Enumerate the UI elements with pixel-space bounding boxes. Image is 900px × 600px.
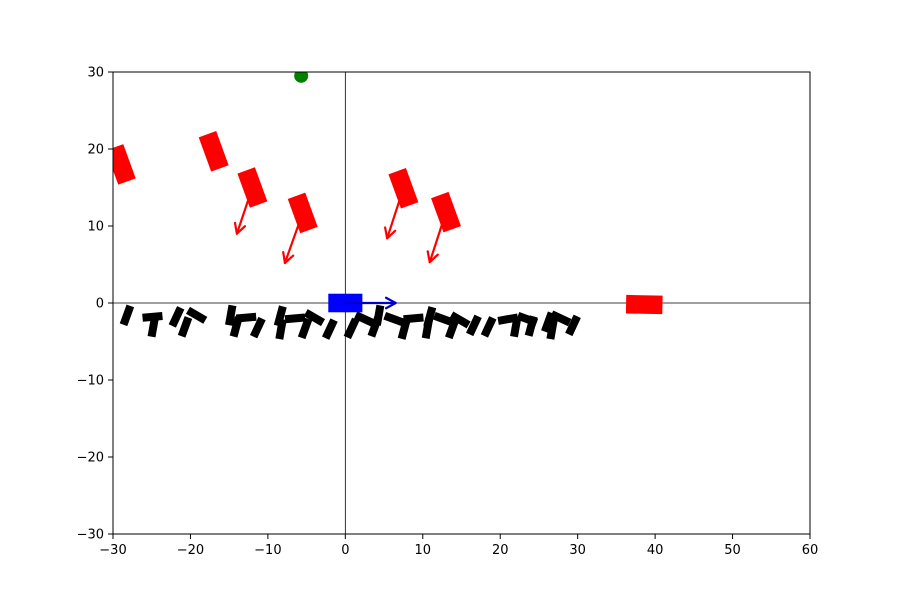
x-tick-label: 30 — [569, 543, 586, 558]
y-tick-label: −30 — [77, 528, 104, 543]
obstacle-rect — [546, 318, 558, 340]
x-tick-label: −30 — [99, 543, 126, 558]
obstacle-rect — [343, 317, 360, 340]
red-vehicle — [625, 294, 663, 315]
obstacle-rect — [235, 312, 257, 323]
obstacle-rect — [303, 309, 326, 327]
obstacle-rect — [480, 316, 497, 338]
obstacle-rect — [466, 314, 482, 337]
x-tick-label: 60 — [802, 543, 819, 558]
x-tick-label: 40 — [647, 543, 664, 558]
y-tick-label: 20 — [87, 143, 104, 158]
red-vehicle — [113, 144, 136, 185]
x-tick-label: 10 — [415, 543, 432, 558]
obstacle-rect — [432, 311, 455, 327]
obstacle-rect — [445, 317, 460, 340]
goal-point-marker — [294, 72, 309, 83]
obstacle-rect — [119, 304, 135, 327]
x-tick-label: −20 — [177, 543, 204, 558]
obstacle-rect — [273, 305, 287, 327]
y-tick-label: 0 — [96, 297, 104, 312]
y-tick-label: 30 — [87, 66, 104, 81]
obstacle-rect — [372, 304, 385, 326]
red-velocity-arrow — [282, 211, 304, 265]
obstacle-rect — [321, 318, 338, 340]
obstacle-rect — [275, 318, 287, 340]
red-velocity-arrow — [233, 186, 254, 235]
red-velocity-arrow-head — [384, 226, 397, 240]
obstacle-rect — [565, 314, 581, 337]
obstacle-rect — [397, 318, 411, 340]
obstacle-rect — [147, 316, 159, 338]
red-velocity-arrow-shaft — [283, 211, 304, 265]
obstacle-rect — [249, 316, 266, 339]
obstacle-rect — [403, 313, 424, 324]
obstacle-rect — [177, 316, 193, 338]
red-velocity-arrow — [426, 211, 448, 264]
y-tick-label: −10 — [77, 374, 104, 389]
obstacle-rect — [510, 316, 522, 338]
ego-velocity-arrow-head — [384, 296, 397, 310]
obstacle-rect — [225, 304, 237, 326]
obstacle-rect — [284, 313, 306, 324]
red-velocity-arrow — [384, 187, 405, 240]
obstacle-rect — [383, 311, 405, 327]
obstacle-rect — [168, 306, 185, 328]
red-vehicle — [198, 131, 229, 172]
axes-layer: −30 −20 −10 0 10 20 30 40 50 60 −30 −20 −10 0 10 20 30 — [77, 66, 819, 559]
red-velocity-arrow-head — [426, 250, 439, 264]
obstacle-rect — [449, 311, 471, 329]
red-velocity-arrow-shaft — [235, 186, 254, 235]
red-velocity-arrow-head — [282, 250, 295, 265]
y-tick-label: −20 — [77, 451, 104, 466]
ego-velocity-arrow — [344, 296, 397, 310]
x-tick-label: −10 — [254, 543, 281, 558]
y-tick-label: 10 — [87, 220, 104, 235]
x-tick-label: 0 — [341, 543, 349, 558]
red-velocity-arrow-shaft — [428, 211, 448, 264]
red-velocity-arrow-shaft — [386, 187, 405, 240]
obstacle-rect — [549, 310, 572, 327]
obstacle-rect — [353, 311, 376, 328]
red-velocity-arrow-head — [233, 221, 247, 235]
obstacle-rect — [297, 317, 313, 340]
x-tick-label: 20 — [492, 543, 509, 558]
x-tick-label: 50 — [724, 543, 741, 558]
obstacle-rect — [185, 306, 208, 324]
obstacle-rect — [524, 315, 538, 337]
data-layer — [113, 72, 810, 534]
obstacle-rect — [423, 306, 437, 328]
